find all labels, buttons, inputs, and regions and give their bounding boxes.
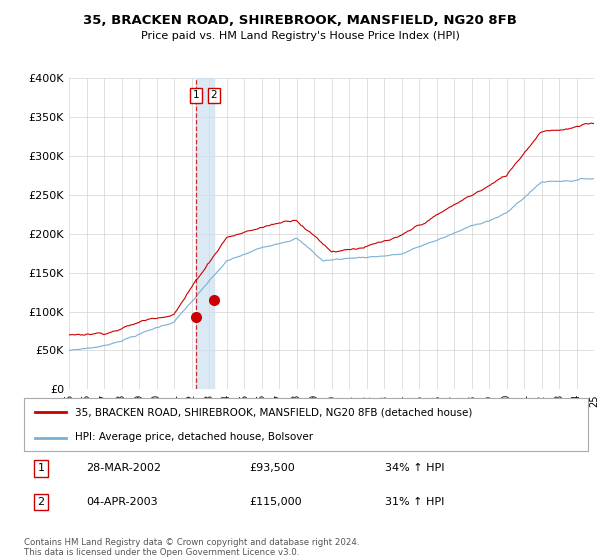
Text: 35, BRACKEN ROAD, SHIREBROOK, MANSFIELD, NG20 8FB (detached house): 35, BRACKEN ROAD, SHIREBROOK, MANSFIELD,… bbox=[75, 408, 472, 418]
Text: £93,500: £93,500 bbox=[250, 464, 295, 473]
Text: £115,000: £115,000 bbox=[250, 497, 302, 507]
Text: 1: 1 bbox=[193, 91, 199, 100]
Text: Price paid vs. HM Land Registry's House Price Index (HPI): Price paid vs. HM Land Registry's House … bbox=[140, 31, 460, 41]
Text: 2: 2 bbox=[37, 497, 44, 507]
Text: 28-MAR-2002: 28-MAR-2002 bbox=[86, 464, 161, 473]
Text: 34% ↑ HPI: 34% ↑ HPI bbox=[385, 464, 445, 473]
Text: Contains HM Land Registry data © Crown copyright and database right 2024.
This d: Contains HM Land Registry data © Crown c… bbox=[24, 538, 359, 557]
Text: 35, BRACKEN ROAD, SHIREBROOK, MANSFIELD, NG20 8FB: 35, BRACKEN ROAD, SHIREBROOK, MANSFIELD,… bbox=[83, 14, 517, 27]
Text: 2: 2 bbox=[211, 91, 217, 100]
Text: 04-APR-2003: 04-APR-2003 bbox=[86, 497, 158, 507]
Bar bbox=[196, 78, 214, 389]
Text: 1: 1 bbox=[37, 464, 44, 473]
Text: 31% ↑ HPI: 31% ↑ HPI bbox=[385, 497, 445, 507]
Text: HPI: Average price, detached house, Bolsover: HPI: Average price, detached house, Bols… bbox=[75, 432, 313, 442]
